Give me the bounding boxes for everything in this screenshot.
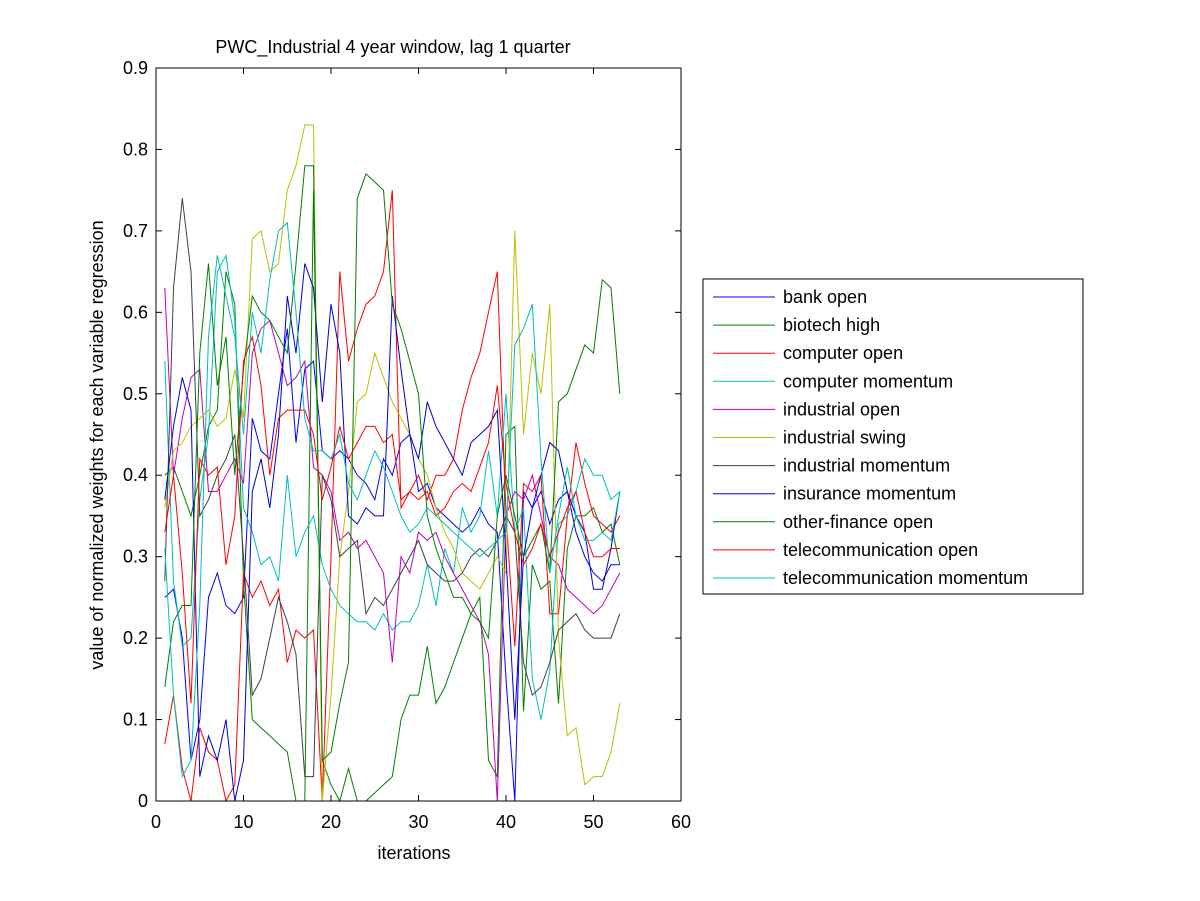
series-line-5 xyxy=(164,287,621,802)
x-tick-label: 60 xyxy=(671,812,691,832)
y-tick-label: 0 xyxy=(138,791,148,811)
y-axis-label: value of normalized weights for each var… xyxy=(87,220,107,669)
series-line-4 xyxy=(164,253,621,720)
legend-label: insurance momentum xyxy=(783,484,956,504)
series-line-11 xyxy=(164,221,621,779)
series-line-7 xyxy=(164,198,621,778)
legend-box xyxy=(702,278,1084,595)
x-axis-label: iterations xyxy=(377,843,450,863)
legend-label: computer open xyxy=(783,343,903,363)
y-tick-label: 0.9 xyxy=(123,58,148,78)
x-tick-label: 10 xyxy=(233,812,253,832)
x-tick-label: 40 xyxy=(496,812,516,832)
y-tick-label: 0.4 xyxy=(123,465,148,485)
series-line-3 xyxy=(164,190,621,803)
x-tick-label: 0 xyxy=(151,812,161,832)
y-tick-label: 0.6 xyxy=(123,302,148,322)
legend-label: industrial swing xyxy=(783,428,906,448)
legend-label: telecommunication open xyxy=(783,540,978,560)
series-line-2 xyxy=(164,190,621,803)
x-tick-label: 50 xyxy=(583,812,603,832)
y-tick-label: 0.8 xyxy=(123,139,148,159)
y-tick-label: 0.7 xyxy=(123,221,148,241)
legend-label: computer momentum xyxy=(783,371,953,391)
legend: bank open biotech high computer open comput… xyxy=(702,278,1084,595)
x-tick-label: 20 xyxy=(321,812,341,832)
y-tick-label: 0.1 xyxy=(123,710,148,730)
y-tick-label: 0.3 xyxy=(123,547,148,567)
legend-label: biotech high xyxy=(783,315,880,335)
legend-label: industrial open xyxy=(783,399,900,419)
legend-label: bank open xyxy=(783,287,867,307)
legend-label: other-finance open xyxy=(783,512,933,532)
legend-label: industrial momentum xyxy=(783,456,950,476)
axes-layer: 0 10 20 30 40 50 60 0 0.1 0.2 0.3 0.4 0.5 0.6 0.7 0.8 0.… xyxy=(123,58,691,832)
chart-title: PWC_Industrial 4 year window, lag 1 quar… xyxy=(215,37,570,58)
x-tick-label: 30 xyxy=(408,812,428,832)
series-layer xyxy=(164,124,621,803)
series-line-8 xyxy=(164,263,621,802)
series-line-10 xyxy=(164,334,620,704)
y-tick-label: 0.2 xyxy=(123,628,148,648)
y-tick-label: 0.5 xyxy=(123,384,148,404)
legend-label: telecommunication momentum xyxy=(783,568,1028,588)
